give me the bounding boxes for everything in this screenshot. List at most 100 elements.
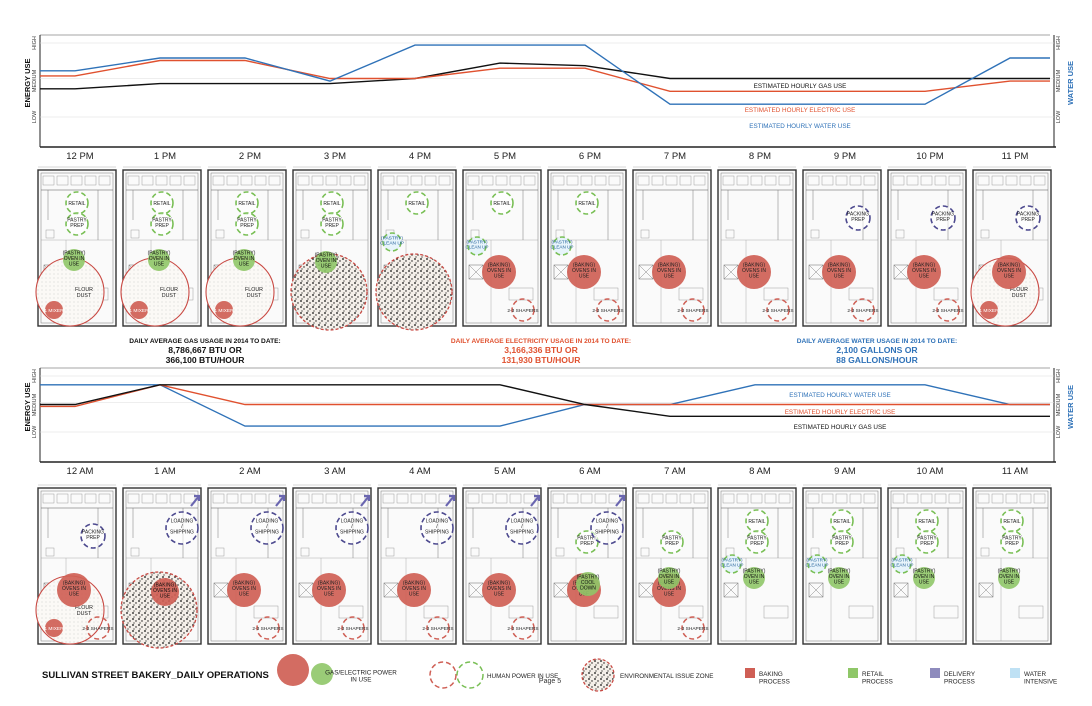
pastry-prep-label: PASTRY PREP	[662, 535, 682, 547]
baking-ovens-circle	[822, 255, 856, 289]
plan-fixture	[508, 287, 534, 301]
level-label-left: LOW	[32, 110, 38, 123]
loading-shipping-circle	[165, 511, 199, 545]
clean-up-label: (PASTRY) CLEAN UP	[551, 239, 574, 249]
hour-tick-label: 5 AM	[494, 466, 516, 477]
packing-prep-circle	[1015, 205, 1041, 231]
hour-tick-label: 7 PM	[664, 151, 686, 162]
pastry-oven-circle	[743, 567, 765, 589]
shapers-circle	[511, 298, 535, 322]
pastry-prep-label: PASTRY PREP	[67, 217, 87, 229]
packing-prep-circle	[845, 205, 871, 231]
plan-fixture	[509, 493, 522, 504]
pastry-prep-circle	[150, 212, 174, 236]
plan-fixture	[353, 175, 366, 186]
pastry-oven-label: (PASTRY) OVEN IN USE	[828, 569, 851, 586]
shapers-label: 2-3 SHAPERS	[932, 308, 963, 314]
packing-prep-circle	[930, 205, 956, 231]
plan-fixture	[424, 175, 437, 186]
plan-fixture	[300, 229, 310, 239]
plan-fixture	[608, 175, 621, 186]
pastry-oven-label: (PASTRY) OVEN IN USE	[63, 251, 86, 268]
floor-plan-pm-7: (BAKING) OVENS IN USE 2-3 SHAPERS	[632, 166, 712, 327]
level-label-right: MEDIUM	[1056, 69, 1062, 92]
plan-stair	[893, 582, 909, 598]
clean-up-label: (PASTRY) CLEAN UP	[721, 557, 744, 567]
floor-plan-am-1: (BAKING) OVENS IN USE LOADING / SHIPPING	[120, 484, 202, 649]
shapers-circle	[426, 616, 450, 640]
plan-stair	[298, 582, 314, 598]
hour-tick-label: 9 PM	[834, 151, 856, 162]
plan-fixture	[934, 175, 947, 186]
mixer-label: 1 MIXER	[979, 308, 999, 314]
pastry-oven-circle	[63, 249, 85, 271]
loading-shipping-circle	[420, 511, 454, 545]
plan-fixture	[226, 175, 239, 186]
plan-fixture	[183, 175, 196, 186]
plan-fixture	[382, 493, 395, 504]
retail-label: RETAIL	[68, 201, 85, 207]
baking-ovens-circle	[397, 573, 431, 607]
plan-outline	[207, 487, 287, 645]
floor-plan-am-11: (PASTRY) OVEN IN USE RETAIL PASTRY PREP	[972, 484, 1052, 645]
legend-environmental-label: ENVIRONMENTAL ISSUE ZONE	[620, 673, 713, 680]
plan-stair	[468, 264, 484, 280]
plan-fixture	[508, 605, 534, 619]
plan-fixture	[835, 493, 848, 504]
y-axis-right-label: WATER USE	[1066, 61, 1075, 105]
shapers-circle	[86, 616, 110, 640]
plan-fixture	[226, 493, 239, 504]
plan-stair	[213, 582, 229, 598]
pastry-oven-label: (PASTRY) OVEN IN USE	[658, 569, 681, 586]
level-label-left: LOW	[32, 425, 38, 438]
retail-circle	[575, 191, 599, 215]
loading-shipping-circle	[335, 511, 369, 545]
plan-fixture	[750, 175, 763, 186]
plan-fixture	[821, 175, 834, 186]
series-line-electric	[40, 384, 1050, 408]
plan-outline	[802, 169, 882, 327]
plan-fixture	[991, 175, 1004, 186]
plan-fixture	[339, 493, 352, 504]
plan-fixture	[552, 493, 565, 504]
pastry-oven-circle	[658, 567, 680, 589]
plan-fixture	[339, 175, 352, 186]
legend-water-swatch	[1010, 668, 1020, 678]
plan-stair	[808, 582, 824, 598]
plan-fixture	[722, 493, 735, 504]
baking-ovens-circle	[907, 255, 941, 289]
plan-fixture	[353, 493, 366, 504]
legend-gas-electric-swatch-green	[311, 663, 333, 685]
floor-plan-am-9: (PASTRY) OVEN IN USE (PASTRY) CLEAN UP RETAIL…	[802, 484, 882, 645]
pastry-prep-label: PASTRY PREP	[1002, 535, 1022, 547]
loading-shipping-label: LOADING / SHIPPING	[340, 519, 364, 536]
pastry-prep-label: PASTRY PREP	[917, 535, 937, 547]
plan-fixture	[509, 175, 522, 186]
hour-tick-label: 11 PM	[1002, 151, 1029, 162]
baking-ovens-circle	[312, 573, 346, 607]
pastry-oven-label: (PASTRY) OVEN IN USE	[233, 251, 256, 268]
plan-fixture	[608, 493, 621, 504]
retail-circle	[490, 191, 514, 215]
plan-inner-wall	[805, 172, 879, 324]
plan-outline	[292, 487, 372, 645]
plan-fixture	[470, 547, 480, 557]
mixer-circle	[130, 301, 148, 319]
pastry-oven-label: (PASTRY) OVEN IN USE	[315, 253, 338, 270]
shipping-arrow-icon	[190, 494, 201, 507]
plan-fixture	[495, 493, 508, 504]
packing-prep-label: PACKING PREP	[847, 211, 869, 223]
retail-label: RETAIL	[918, 519, 935, 525]
shipping-arrow-icon	[275, 494, 286, 507]
legend-gas-electric-swatch-red	[277, 654, 309, 686]
pastry-oven-circle	[148, 249, 170, 271]
plan-fixture	[863, 493, 876, 504]
cool-down-label: (PASTRY) COOL DOWN	[577, 575, 600, 592]
plan-inner-wall	[465, 490, 539, 642]
hour-tick-label: 5 PM	[494, 151, 516, 162]
level-label-left: MEDIUM	[32, 393, 38, 416]
plan-fixture	[467, 175, 480, 186]
